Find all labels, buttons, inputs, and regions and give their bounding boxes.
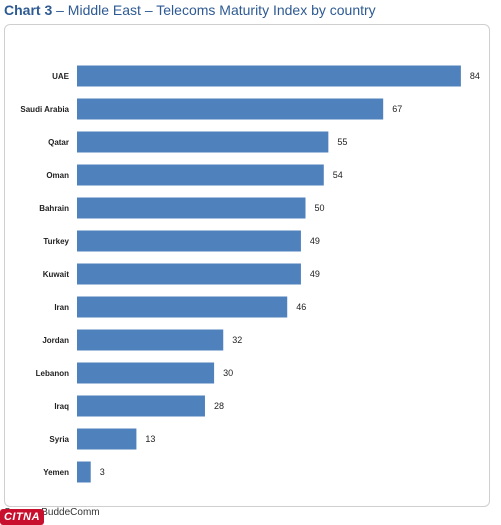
category-label: Turkey: [43, 237, 69, 246]
data-label: 46: [296, 302, 306, 312]
data-label: 67: [392, 104, 402, 114]
category-label: Oman: [46, 171, 69, 180]
bar: [77, 296, 288, 318]
data-label: 3: [100, 467, 105, 477]
bar: [77, 197, 306, 219]
category-label: UAE: [52, 72, 70, 81]
category-label: Saudi Arabia: [20, 105, 69, 114]
bar: [77, 329, 224, 351]
bar: [77, 395, 205, 417]
source-note: Source: BuddeComm: [4, 507, 100, 518]
category-label: Lebanon: [36, 369, 69, 378]
category-label: Jordan: [42, 336, 69, 345]
category-label: Yemen: [43, 468, 69, 477]
bar: [77, 131, 329, 153]
chart-title-rest: – Middle East – Telecoms Maturity Index …: [52, 2, 376, 18]
data-label: 32: [232, 335, 242, 345]
chart-title-lead: Chart 3: [4, 2, 53, 18]
category-label: Syria: [49, 435, 69, 444]
chart-frame: UAE 84 Saudi Arabia 67 Qatar 55 Oman 54 Bahrain 5…: [4, 24, 490, 507]
bar: [77, 65, 461, 87]
category-label: Iran: [54, 303, 69, 312]
data-label: 30: [223, 368, 233, 378]
bar: [77, 230, 301, 252]
chart-title: Chart 3 – Middle East – Telecoms Maturit…: [4, 2, 376, 18]
bar: [77, 263, 301, 285]
data-label: 49: [310, 269, 320, 279]
data-label: 50: [315, 203, 325, 213]
category-label: Qatar: [48, 138, 69, 147]
bar: [77, 428, 137, 450]
category-label: Kuwait: [43, 270, 70, 279]
data-label: 54: [333, 170, 343, 180]
bar-chart: UAE 84 Saudi Arabia 67 Qatar 55 Oman 54 Bahrain 5…: [20, 65, 480, 483]
data-label: 28: [214, 401, 224, 411]
bar: [77, 461, 91, 483]
bar: [77, 164, 324, 186]
category-label: Bahrain: [39, 204, 69, 213]
data-label: 84: [470, 71, 480, 81]
category-label: Iraq: [54, 402, 69, 411]
data-label: 49: [310, 236, 320, 246]
data-label: 13: [145, 434, 155, 444]
bar: [77, 98, 384, 120]
watermark-logo: CITNA: [0, 509, 44, 525]
data-label: 55: [337, 137, 347, 147]
bar: [77, 362, 215, 384]
